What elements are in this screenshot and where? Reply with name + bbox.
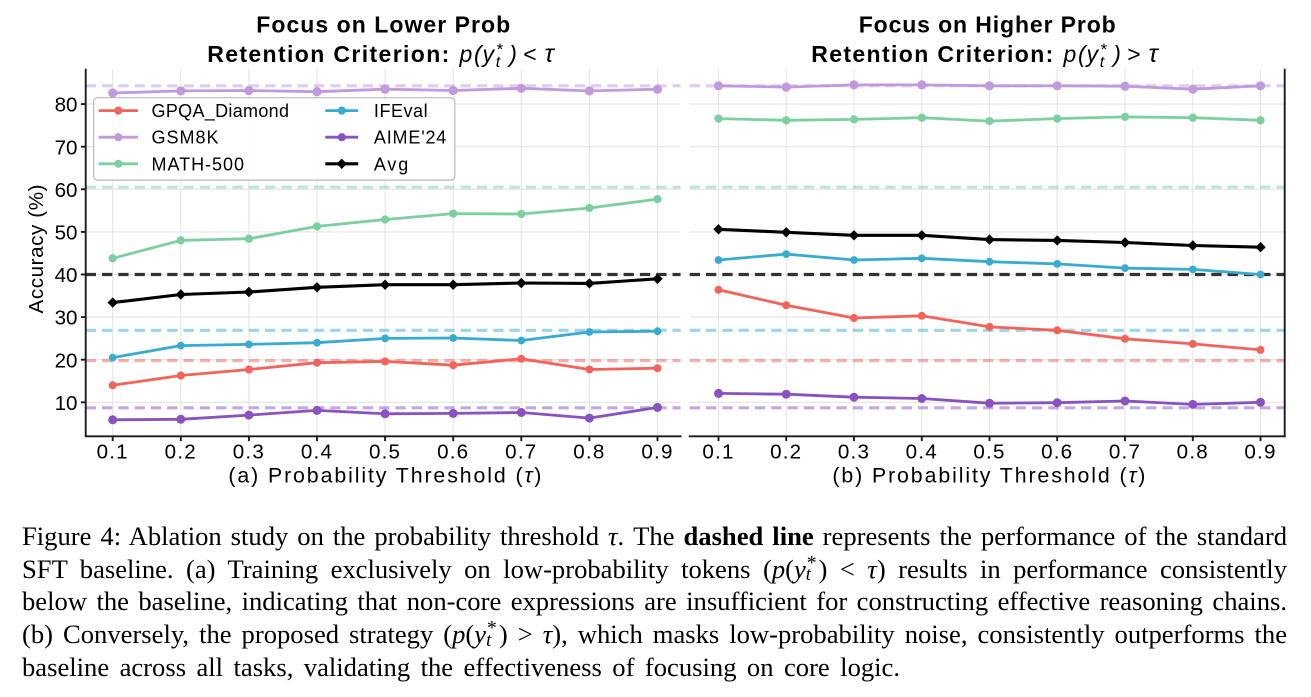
svg-text:0.5: 0.5	[973, 440, 1005, 463]
svg-text:0.2: 0.2	[165, 440, 197, 463]
svg-text:0.9: 0.9	[1244, 440, 1276, 463]
svg-text:Retention Criterion:: Retention Criterion:	[207, 41, 449, 67]
svg-text:IFEval: IFEval	[374, 101, 428, 121]
svg-text:80: 80	[55, 94, 78, 117]
svg-text:<: <	[523, 41, 536, 67]
svg-text:y: y	[1085, 41, 1100, 67]
svg-text:t: t	[1100, 54, 1105, 71]
svg-text:>: >	[1127, 41, 1140, 67]
svg-text:0.1: 0.1	[702, 440, 734, 463]
svg-text:0.8: 0.8	[573, 440, 605, 463]
svg-text:0.8: 0.8	[1177, 440, 1209, 463]
svg-text:10: 10	[55, 392, 78, 415]
svg-text:Focus on Lower Prob: Focus on Lower Prob	[256, 12, 510, 38]
svg-text:(: (	[474, 41, 484, 67]
svg-text:0.3: 0.3	[838, 440, 870, 463]
svg-text:0.9: 0.9	[641, 440, 673, 463]
svg-text:p: p	[459, 41, 473, 67]
svg-text:0.1: 0.1	[97, 440, 129, 463]
svg-text:Avg: Avg	[374, 154, 408, 174]
svg-text:p: p	[1063, 41, 1077, 67]
svg-text:0.6: 0.6	[437, 440, 469, 463]
svg-text:MATH-500: MATH-500	[152, 154, 245, 174]
svg-text:Accuracy (%): Accuracy (%)	[25, 185, 48, 314]
svg-text:50: 50	[55, 222, 78, 245]
svg-text:(: (	[1078, 41, 1088, 67]
svg-text:0.7: 0.7	[505, 440, 537, 463]
svg-text:0.3: 0.3	[233, 440, 265, 463]
svg-text:0.4: 0.4	[301, 440, 333, 463]
svg-text:t: t	[496, 54, 501, 71]
svg-text:(b) Probability Threshold (τ): (b) Probability Threshold (τ)	[832, 463, 1145, 487]
svg-text:0.5: 0.5	[369, 440, 401, 463]
svg-text:*: *	[1101, 40, 1108, 59]
svg-text:30: 30	[55, 307, 78, 330]
svg-text:(a) Probability Threshold (τ): (a) Probability Threshold (τ)	[228, 463, 541, 487]
svg-text:τ: τ	[545, 40, 556, 68]
svg-text:40: 40	[55, 264, 78, 287]
svg-text:20: 20	[55, 349, 78, 372]
svg-text:y: y	[481, 41, 496, 67]
svg-text:): )	[1110, 41, 1121, 67]
svg-text:GPQA_Diamond: GPQA_Diamond	[152, 101, 290, 122]
svg-text:0.7: 0.7	[1109, 440, 1141, 463]
svg-text:0.4: 0.4	[906, 440, 938, 463]
svg-text:60: 60	[55, 179, 78, 202]
svg-text:AIME'24: AIME'24	[374, 128, 446, 148]
svg-text:0.6: 0.6	[1041, 440, 1073, 463]
svg-text:70: 70	[55, 136, 78, 159]
svg-text:GSM8K: GSM8K	[152, 128, 219, 148]
svg-text:*: *	[497, 40, 504, 59]
svg-text:Focus on Higher Prob: Focus on Higher Prob	[859, 12, 1116, 38]
svg-text:0.2: 0.2	[770, 440, 802, 463]
svg-text:Retention Criterion:: Retention Criterion:	[811, 41, 1053, 67]
svg-text:): )	[506, 41, 517, 67]
svg-text:τ: τ	[1149, 40, 1160, 68]
